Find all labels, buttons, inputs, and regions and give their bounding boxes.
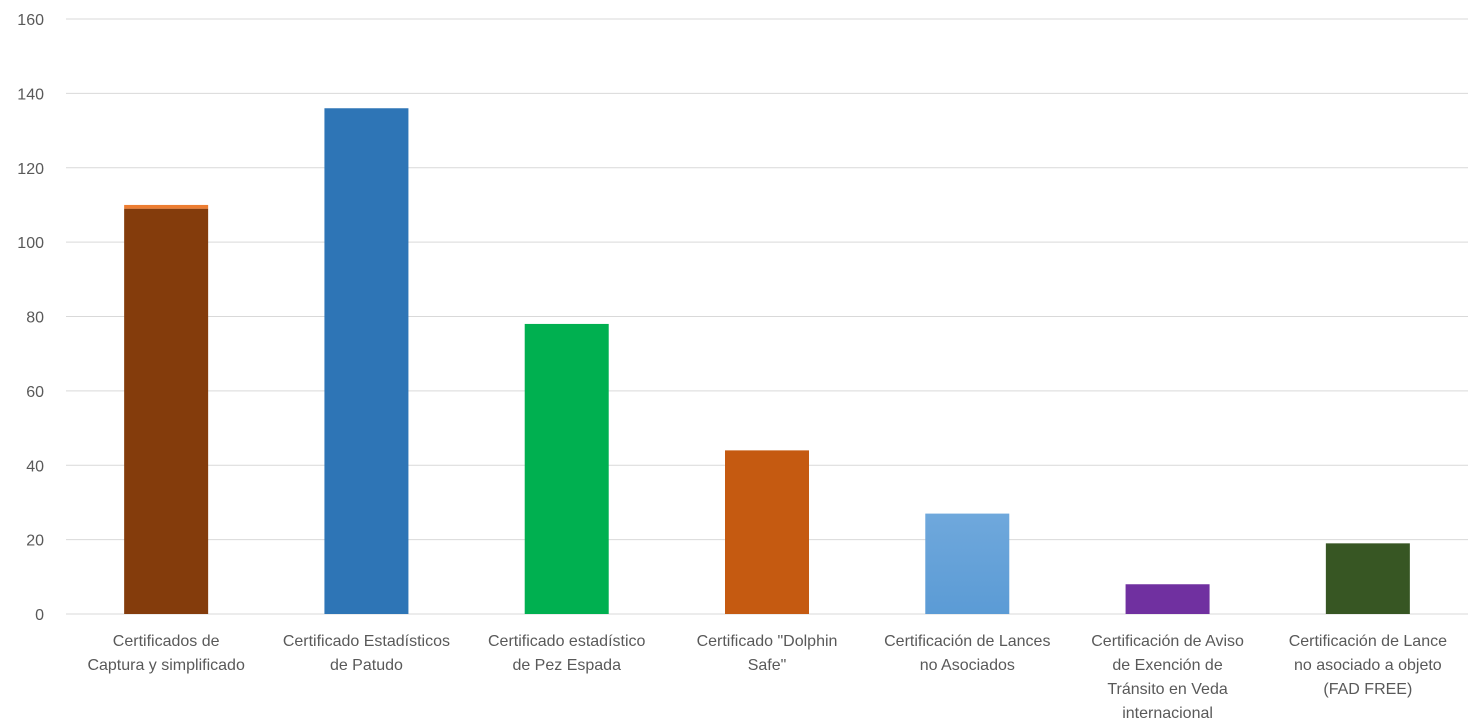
bar [524,323,609,614]
bars [124,108,1410,614]
x-category-label: Certificados de [113,633,220,650]
x-category-label: Captura y simplificado [87,657,245,674]
y-tick-label: 120 [17,161,44,178]
y-tick-label: 0 [35,607,44,624]
x-category-label: (FAD FREE) [1323,681,1412,698]
x-category-label: de Patudo [330,657,403,674]
x-category-label: internacional [1122,705,1213,722]
bar [124,204,209,209]
x-category-label: Safe" [748,657,787,674]
y-tick-label: 140 [17,86,44,103]
bar [925,513,1010,614]
y-axis-tick-labels: 0 20 40 60 80 100 120 140 160 [17,12,44,624]
x-category-label: Certificado Estadísticos [283,633,450,650]
bar [324,108,409,614]
x-category-label: no Asociados [920,657,1015,674]
x-category-label: no asociado a objeto [1294,657,1442,674]
y-tick-label: 80 [26,310,44,327]
y-tick-label: 160 [17,12,44,29]
bar [1125,584,1210,614]
x-category-label: Tránsito en Veda [1107,681,1227,698]
bar [725,450,809,614]
x-category-label: de Pez Espada [512,657,621,674]
y-tick-label: 60 [26,384,44,401]
bar [124,208,209,614]
x-category-label: Certificación de Lances [884,633,1050,650]
x-category-label: de Exención de [1112,657,1222,674]
x-category-label: Certificado "Dolphin [697,633,838,650]
y-tick-label: 40 [26,458,44,475]
x-category-label: Certificado estadístico [488,633,646,650]
y-tick-label: 100 [17,235,44,252]
gridlines [66,18,1468,615]
bar [1325,543,1410,614]
x-category-label: Certificación de Lance [1289,633,1447,650]
x-category-label: Certificación de Aviso [1091,633,1244,650]
x-axis-category-labels: Certificados de Captura y simplificado Cer… [87,633,1447,722]
y-tick-label: 20 [26,533,44,550]
